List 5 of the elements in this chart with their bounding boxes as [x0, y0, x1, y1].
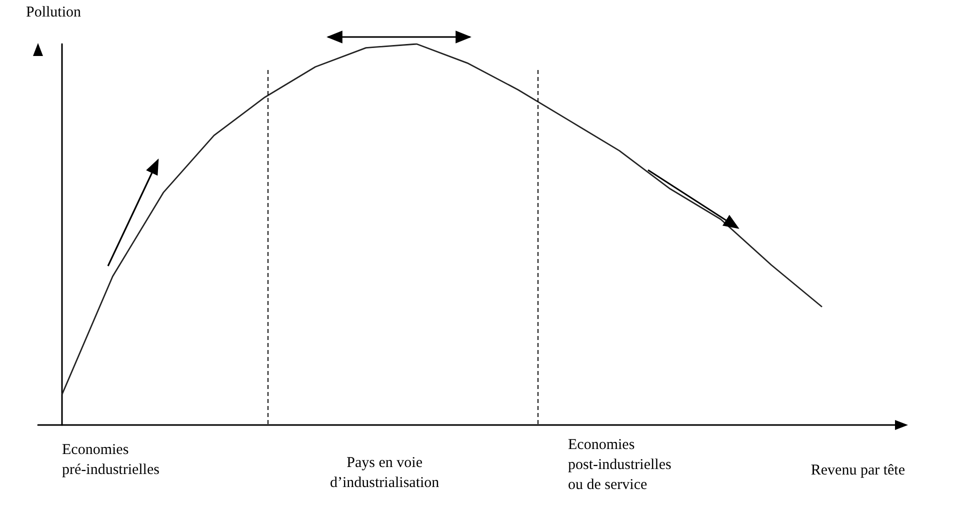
text: Economies pré-industrielles	[62, 441, 160, 480]
y-axis-title: Pollution	[26, 4, 82, 20]
x-axis-title: Revenu par tête	[810, 462, 906, 478]
text: Pays en voie d’industrialisation	[330, 454, 440, 493]
text: Economies post-industrielles ou de service	[568, 436, 672, 495]
